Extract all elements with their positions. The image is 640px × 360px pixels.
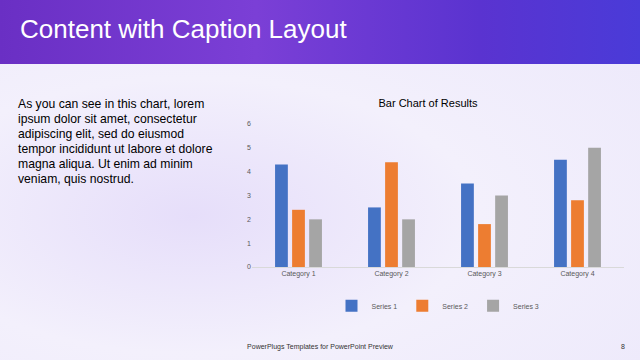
svg-text:Category 3: Category 3 (467, 270, 501, 278)
svg-text:5: 5 (247, 144, 251, 151)
svg-text:6: 6 (247, 120, 251, 127)
svg-text:Bar Chart of Results: Bar Chart of Results (378, 97, 478, 109)
svg-text:0: 0 (247, 263, 251, 270)
html-text:8: 8 (621, 343, 625, 350)
html-text:Content with Caption Layout: Content with Caption Layout (20, 14, 347, 44)
svg-text:Category 1: Category 1 (281, 270, 315, 278)
svg-text:Series 3: Series 3 (513, 303, 539, 310)
svg-text:2: 2 (247, 216, 251, 223)
svg-text:3: 3 (247, 192, 251, 199)
svg-text:Series 2: Series 2 (442, 303, 468, 310)
svg-text:Series 1: Series 1 (372, 303, 398, 310)
svg-text:Category 4: Category 4 (560, 270, 594, 278)
svg-text:4: 4 (247, 168, 251, 175)
html-text:PowerPlugs Templates for Power: PowerPlugs Templates for PowerPoint Prev… (247, 343, 393, 350)
svg-text:1: 1 (247, 240, 251, 247)
svg-text:Category 2: Category 2 (374, 270, 408, 278)
html-text:As you can see in this chart,: As you can see in this chart, lorem ipsu… (18, 97, 213, 186)
